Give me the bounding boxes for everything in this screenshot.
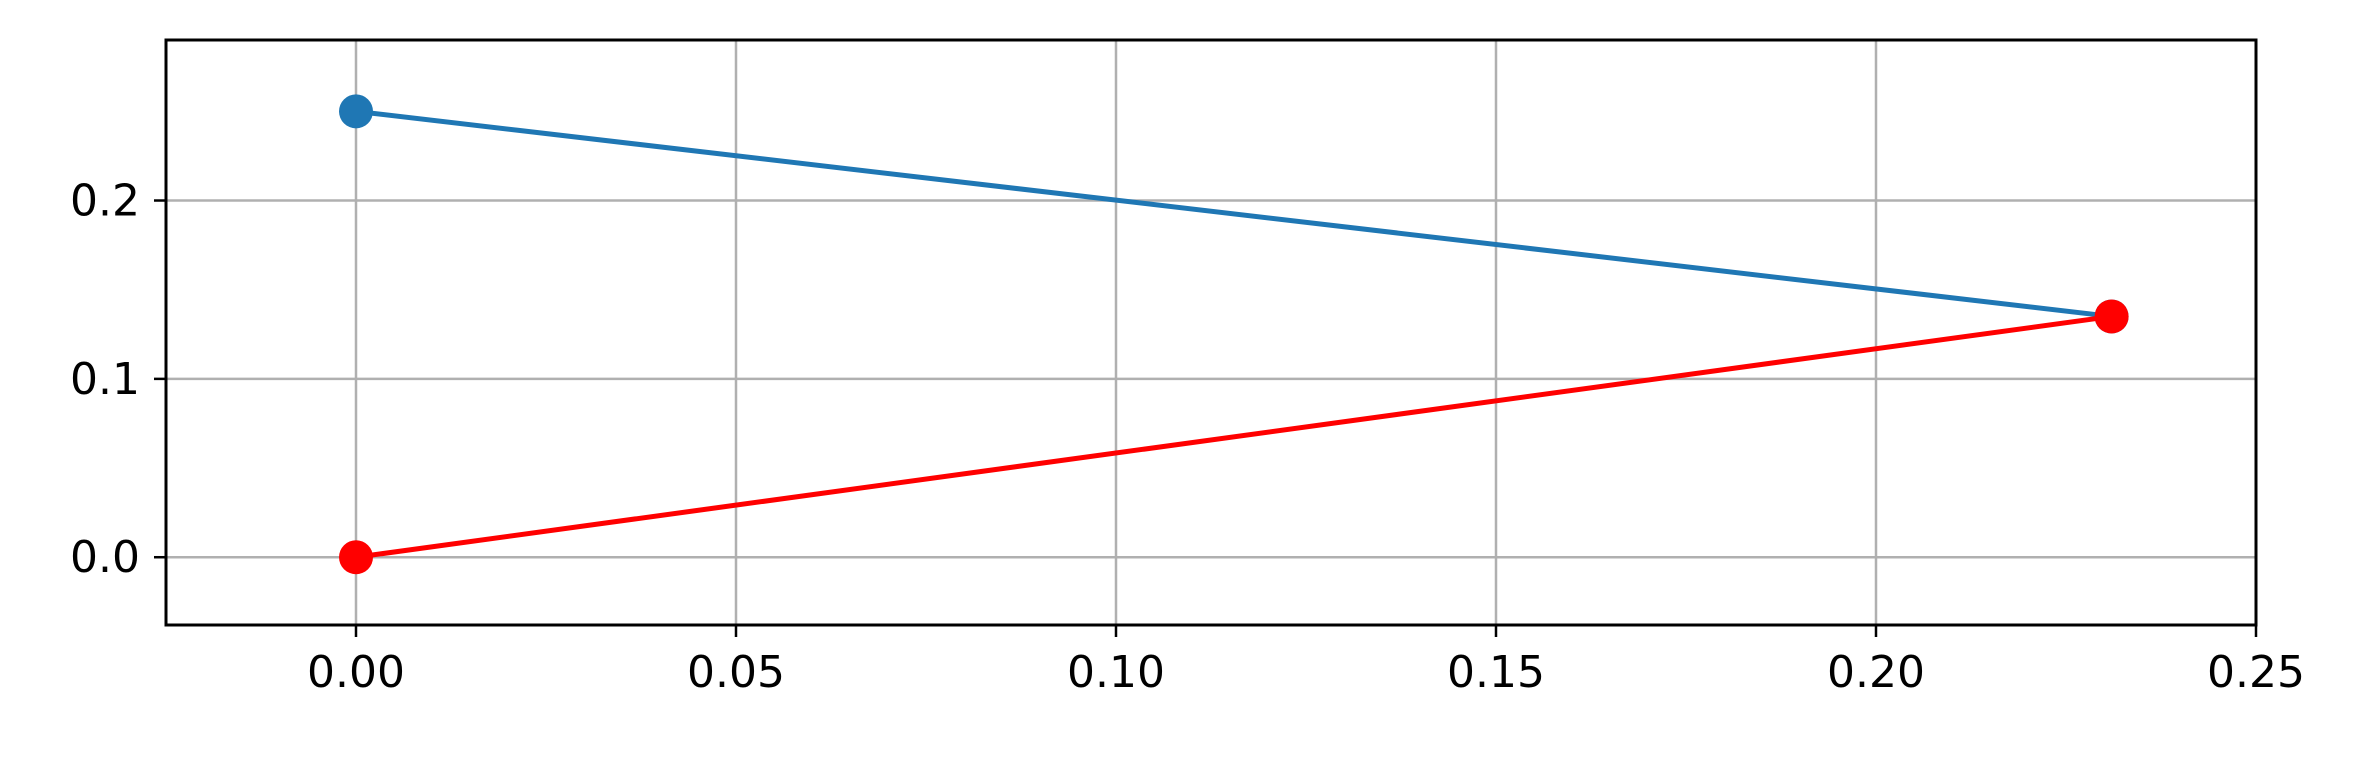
data-point	[339, 540, 373, 575]
y-tick-label: 0.1	[70, 354, 140, 405]
x-tick-label: 0.05	[687, 647, 785, 698]
plot-frame	[164, 38, 2258, 627]
axes	[154, 199, 2258, 637]
data-point	[339, 94, 373, 129]
x-tick-label: 0.15	[1447, 647, 1545, 698]
x-tick-label: 0.10	[1067, 647, 1165, 698]
data-point	[2094, 299, 2129, 334]
series-line	[355, 108, 2112, 319]
y-tick-label: 0.2	[70, 176, 140, 227]
x-tick-label: 0.25	[2207, 647, 2305, 698]
gridlines	[166, 40, 2258, 625]
x-tick-label: 0.00	[307, 647, 405, 698]
series	[339, 94, 2129, 575]
series-line	[355, 313, 2112, 560]
tick-labels: 0.00 0.05 0.10 0.15 0.20 0.25 0.0 0.1 0.2	[70, 176, 2305, 698]
x-tick-label: 0.20	[1827, 647, 1925, 698]
y-tick-label: 0.0	[70, 532, 140, 583]
